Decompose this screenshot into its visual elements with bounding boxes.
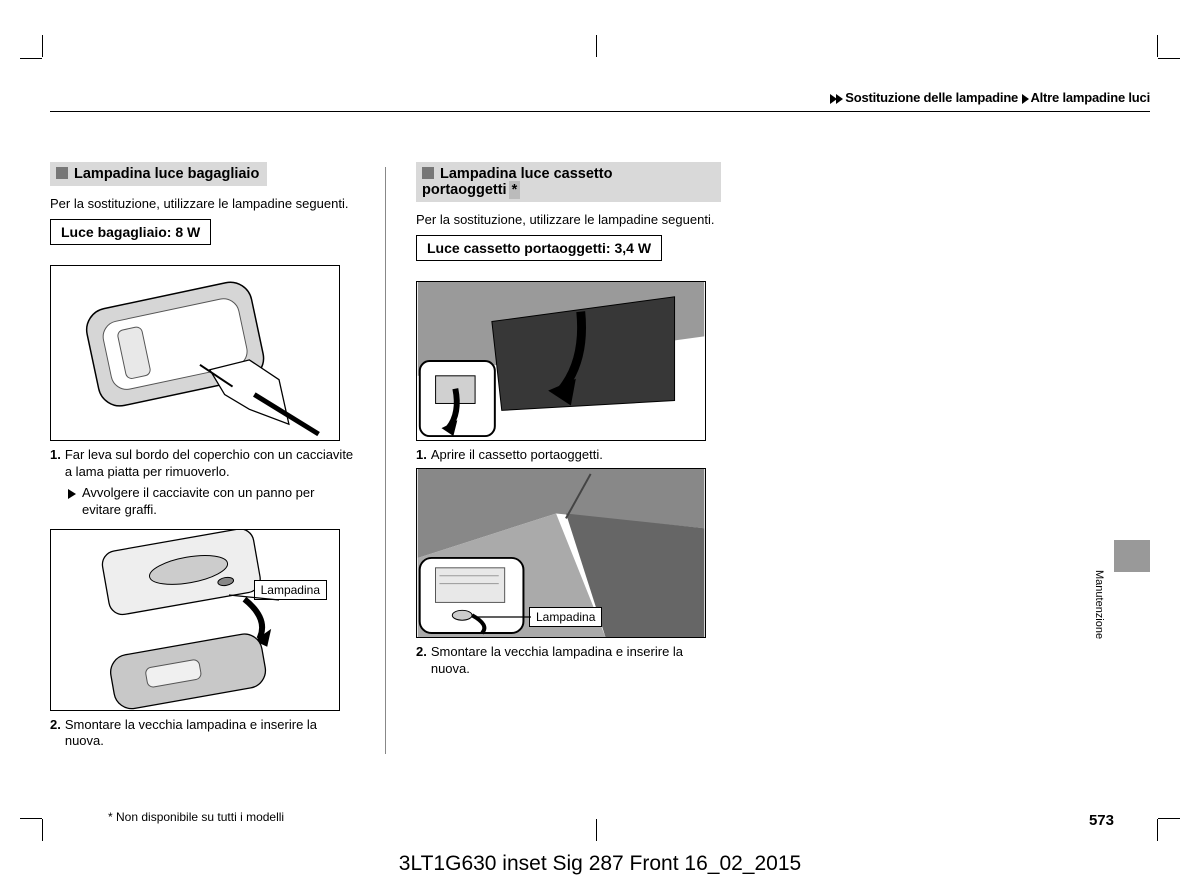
intro-text: Per la sostituzione, utilizzare le lampa… bbox=[416, 212, 721, 227]
section-title-right: Lampadina luce cassetto portaoggetti* bbox=[416, 162, 721, 202]
sub-text: Avvolgere il cacciavite con un panno per… bbox=[82, 485, 355, 519]
manual-page: Sostituzione delle lampadine Altre lampa… bbox=[50, 30, 1150, 754]
leader-line-icon bbox=[475, 611, 531, 623]
square-bullet-icon bbox=[422, 167, 434, 179]
page-number: 573 bbox=[1089, 812, 1114, 829]
step-sub: Avvolgere il cacciavite con un panno per… bbox=[68, 485, 355, 519]
figure-glovebox-bulb: Lampadina bbox=[416, 468, 706, 638]
breadcrumb: Sostituzione delle lampadine Altre lampa… bbox=[50, 30, 1150, 112]
triangle-icon bbox=[1022, 94, 1029, 104]
triangle-icon bbox=[836, 94, 843, 104]
illustration-icon bbox=[51, 266, 339, 440]
step-1: 1. Far leva sul bordo del coperchio con … bbox=[50, 447, 355, 481]
illustration-icon bbox=[417, 282, 705, 440]
square-bullet-icon bbox=[56, 167, 68, 179]
step-2: 2. Smontare la vecchia lampadina e inser… bbox=[50, 717, 355, 751]
figure-cargo-light-cover bbox=[50, 265, 340, 441]
step-number: 2. bbox=[416, 644, 427, 678]
column-right: Lampadina luce cassetto portaoggetti* Pe… bbox=[416, 162, 721, 754]
section-title-left: Lampadina luce bagagliaio bbox=[50, 162, 267, 186]
column-divider bbox=[385, 167, 386, 754]
step-2: 2. Smontare la vecchia lampadina e inser… bbox=[416, 644, 721, 678]
section-title-text: Lampadina luce bagagliaio bbox=[74, 166, 259, 182]
column-left: Lampadina luce bagagliaio Per la sostitu… bbox=[50, 162, 355, 754]
footnote: * Non disponibile su tutti i modelli bbox=[108, 810, 284, 824]
step-number: 1. bbox=[416, 447, 427, 464]
leader-line-icon bbox=[229, 590, 279, 610]
step-text: Smontare la vecchia lampadina e inserire… bbox=[65, 717, 355, 751]
step-text: Smontare la vecchia lampadina e inserire… bbox=[431, 644, 721, 678]
triangle-icon bbox=[68, 489, 76, 499]
content-columns: Lampadina luce bagagliaio Per la sostitu… bbox=[50, 162, 1150, 754]
spec-box: Luce bagagliaio: 8 W bbox=[50, 219, 211, 245]
figure-cargo-light-bulb: Lampadina bbox=[50, 529, 340, 711]
intro-text: Per la sostituzione, utilizzare le lampa… bbox=[50, 196, 355, 211]
figure-glovebox-open bbox=[416, 281, 706, 441]
figure-label: Lampadina bbox=[529, 607, 602, 627]
illustration-icon bbox=[51, 530, 339, 710]
step-text: Aprire il cassetto portaoggetti. bbox=[431, 447, 603, 464]
step-number: 2. bbox=[50, 717, 61, 751]
asterisk-note: * bbox=[509, 181, 521, 199]
breadcrumb-part: Sostituzione delle lampadine bbox=[845, 90, 1018, 105]
imposition-footer: 3LT1G630 inset Sig 287 Front 16_02_2015 bbox=[0, 852, 1200, 876]
step-1: 1. Aprire il cassetto portaoggetti. bbox=[416, 447, 721, 464]
spec-box: Luce cassetto portaoggetti: 3,4 W bbox=[416, 235, 662, 261]
breadcrumb-part: Altre lampadine luci bbox=[1030, 90, 1150, 105]
side-section-label: Manutenzione bbox=[1093, 570, 1105, 639]
step-number: 1. bbox=[50, 447, 61, 481]
side-tab bbox=[1114, 540, 1150, 572]
step-text: Far leva sul bordo del coperchio con un … bbox=[65, 447, 355, 481]
